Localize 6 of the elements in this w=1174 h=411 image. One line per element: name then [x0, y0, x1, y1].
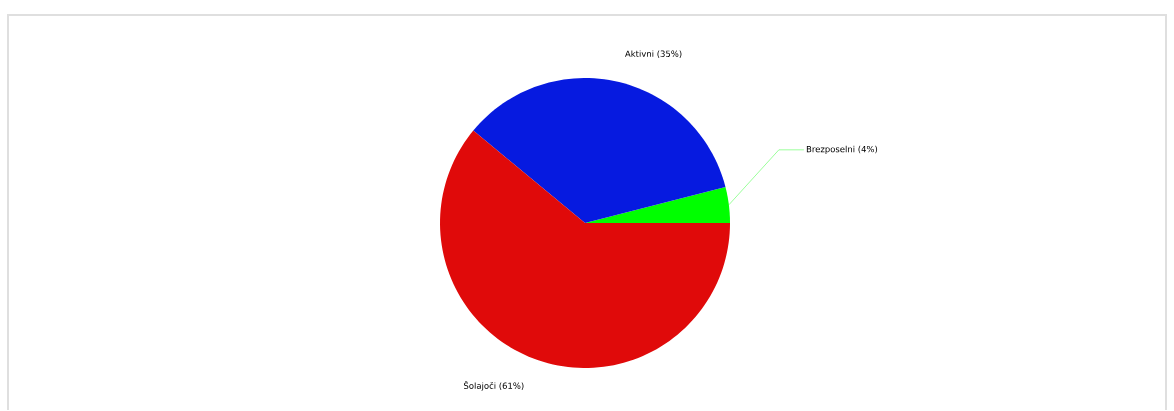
slice-label: Brezposelni	[806, 145, 855, 154]
slice-label: Šolajoči	[464, 380, 496, 391]
data-label: (35%)	[657, 50, 682, 58]
data-label: (4%)	[858, 145, 878, 154]
slice-label: Aktivni	[625, 50, 654, 57]
data-label: (61%)	[499, 382, 524, 390]
